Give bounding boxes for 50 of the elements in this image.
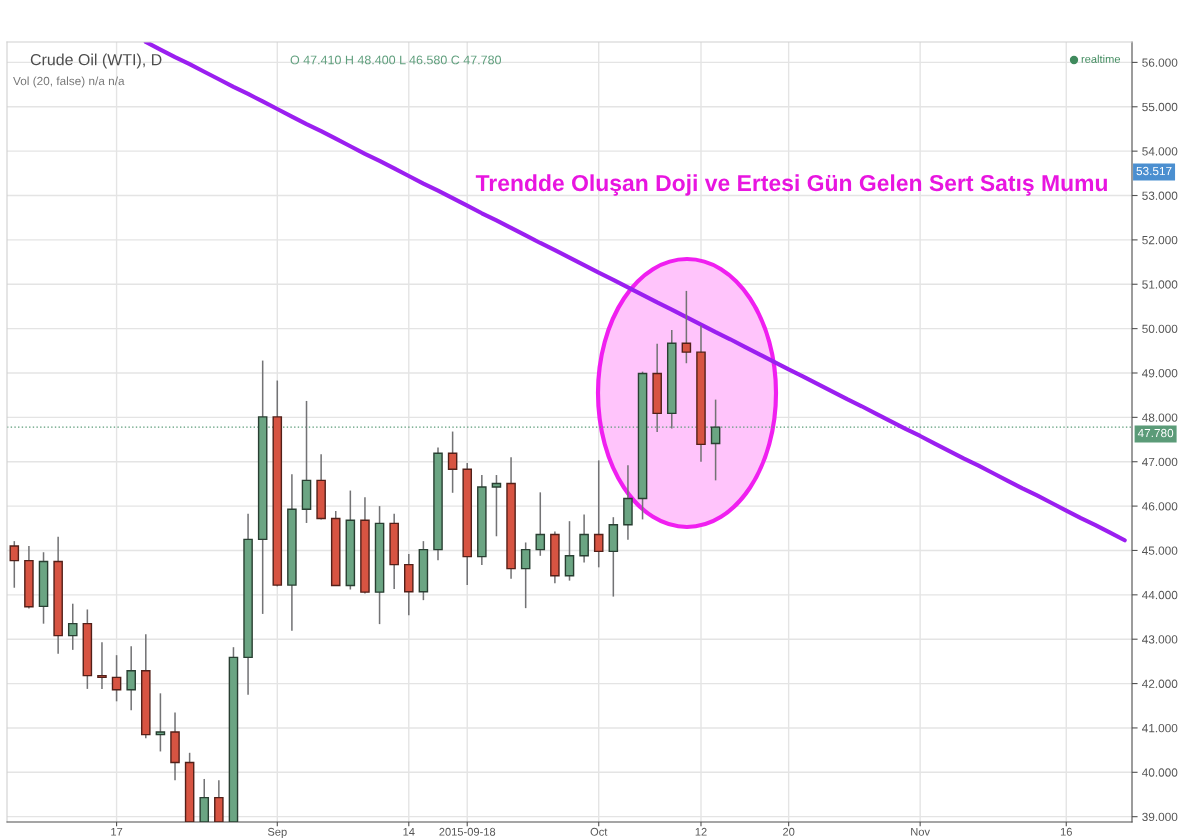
annotation: Vol (20, false) n/a n/a xyxy=(13,76,125,88)
candlestick xyxy=(447,430,458,494)
candlestick xyxy=(97,641,107,690)
y-tick-label: 51.000 xyxy=(1142,280,1178,289)
x-tick-label: Sep xyxy=(267,827,287,838)
annotation: realtime xyxy=(1081,54,1121,63)
x-tick-label: 14 xyxy=(403,827,415,836)
candlestick xyxy=(535,491,546,557)
x-tick-label: 16 xyxy=(1060,827,1072,836)
y-tick-label: 40.000 xyxy=(1141,768,1178,777)
y-tick-label: 54.000 xyxy=(1142,147,1178,156)
x-tick-label: 17 xyxy=(111,827,123,836)
text: Crude Oil (WTI), D xyxy=(30,53,162,69)
y-tick-label: 55.000 xyxy=(1142,102,1178,112)
candlestick xyxy=(579,513,589,564)
y-tick-label: 46.000 xyxy=(1141,502,1178,511)
x-tick-label: Nov xyxy=(911,827,930,836)
candlestick xyxy=(9,540,20,589)
candlestick xyxy=(520,541,531,609)
annotation: O 47.410 H 48.400 L 46.580 C 47.780 xyxy=(290,55,502,65)
y-tick-label: 42.000 xyxy=(1141,679,1178,688)
y-tick-label: 41.000 xyxy=(1141,723,1178,733)
candlestick xyxy=(491,474,502,538)
candlestick xyxy=(126,645,136,711)
y-tick-label: 49.000 xyxy=(1141,369,1178,378)
candlestick xyxy=(710,398,721,482)
y-tick-label: 44.000 xyxy=(1141,590,1178,600)
y-tick-label: 50.000 xyxy=(1142,324,1178,334)
y-tick-label: 47.000 xyxy=(1141,457,1178,467)
candlestick xyxy=(111,654,122,703)
x-tick-label: Oct xyxy=(590,827,608,836)
line-series xyxy=(143,42,1127,543)
y-tick-label: 48.000 xyxy=(1141,413,1178,422)
candlestick xyxy=(155,692,166,753)
x-tick-label: 20 xyxy=(783,827,795,836)
text: 53.517 xyxy=(1136,166,1172,176)
y-tick-label: 43.000 xyxy=(1141,635,1178,644)
x-tick-label: 2015-09-18 xyxy=(439,827,496,836)
x-tick-label: 12 xyxy=(695,827,707,836)
candlestick xyxy=(564,520,575,582)
annotation: Trendde Oluşan Doji ve Ertesi Gün Gelen Sert Satış Mumu xyxy=(475,174,1107,196)
candlestick xyxy=(681,290,692,364)
candlestick xyxy=(67,602,78,651)
y-tick-label: 53.000 xyxy=(1142,191,1178,200)
candlestick xyxy=(593,459,604,569)
y-tick-label: 52.000 xyxy=(1142,235,1178,245)
y-tick-label: 56.000 xyxy=(1142,58,1178,67)
y-tick-label: 39.000 xyxy=(1142,812,1178,822)
y-tick-label: 45.000 xyxy=(1141,546,1178,555)
ref-line-label: 47.780 xyxy=(1137,428,1174,438)
